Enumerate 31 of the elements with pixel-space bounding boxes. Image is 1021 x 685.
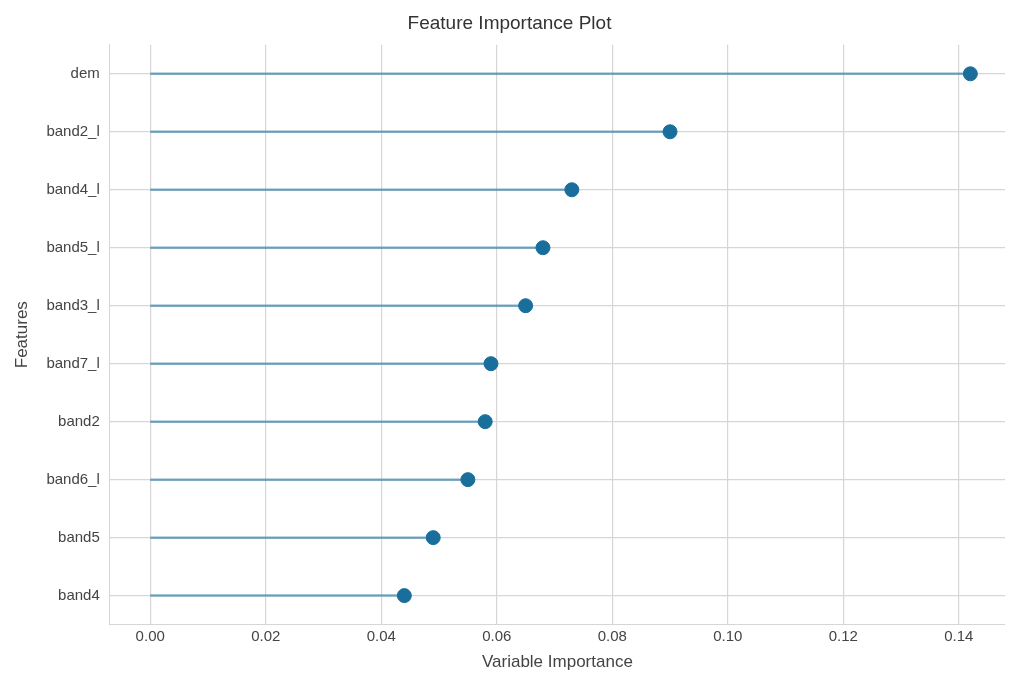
chart-title: Feature Importance Plot: [407, 11, 613, 33]
x-tick-label: 0.08: [597, 626, 627, 644]
y-tick-label: band3_l: [46, 295, 100, 313]
y-axis-title: Features: [11, 301, 31, 369]
point: [662, 124, 678, 140]
point: [962, 66, 978, 82]
x-tick-label: 0.10: [713, 626, 743, 644]
point: [460, 472, 476, 488]
y-tick-label: band7_l: [46, 353, 100, 371]
y-tick-label: band4_l: [46, 179, 100, 197]
x-tick-label: 0.12: [828, 626, 858, 644]
y-tick-label: band2: [58, 411, 100, 429]
point: [518, 298, 534, 314]
y-tick-label: band5: [58, 527, 100, 545]
y-tick-label: band5_l: [46, 237, 100, 255]
point: [477, 414, 493, 430]
x-axis-title: Variable Importance: [481, 652, 633, 672]
x-tick-label: 0.00: [135, 626, 165, 644]
x-tick-label: 0.06: [482, 626, 512, 644]
x-tick-label: 0.14: [944, 626, 974, 644]
y-tick-label: band2_l: [46, 121, 100, 139]
x-tick-label: 0.02: [251, 626, 281, 644]
point: [564, 182, 580, 198]
x-tick-label: 0.04: [366, 626, 396, 644]
point: [396, 588, 412, 604]
y-tick-label: band6_l: [46, 469, 100, 487]
point: [425, 530, 441, 546]
point: [535, 240, 551, 256]
y-tick-label: band4: [58, 585, 100, 603]
point: [483, 356, 499, 372]
y-tick-label: dem: [70, 63, 100, 81]
